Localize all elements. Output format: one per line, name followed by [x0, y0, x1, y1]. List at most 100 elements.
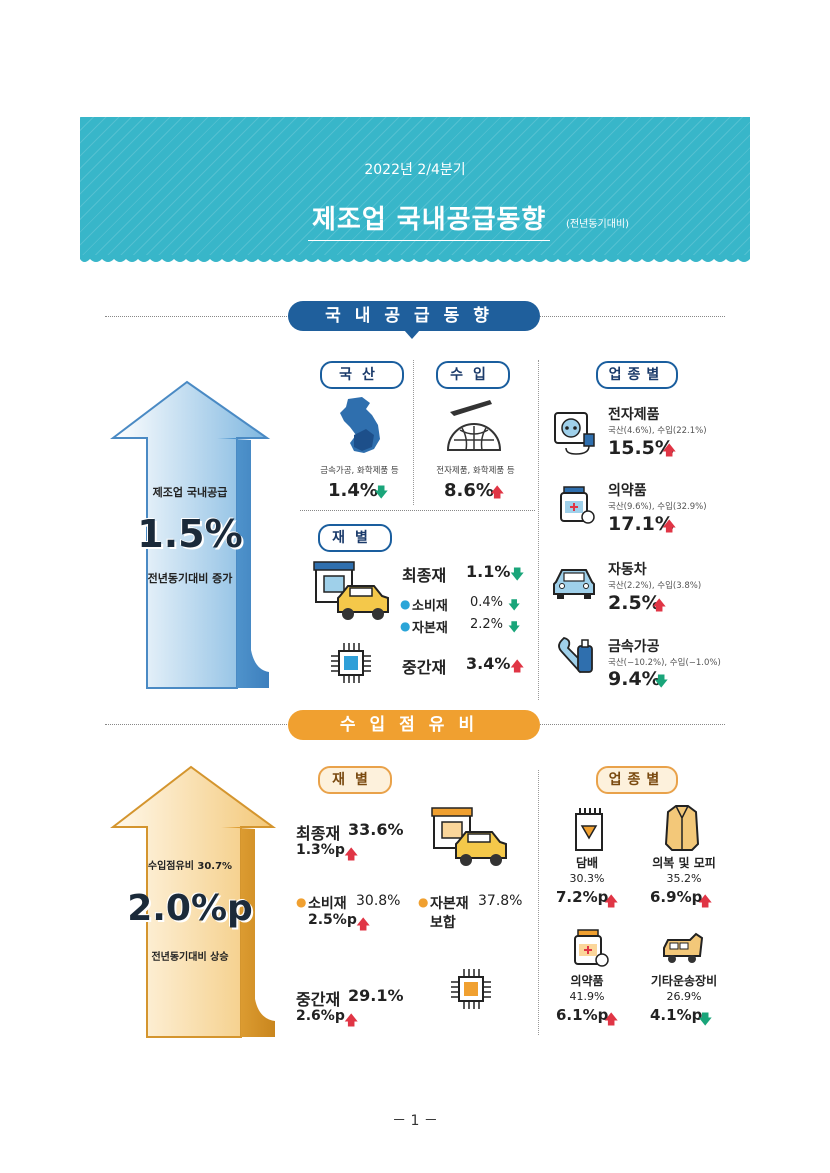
section1-title: 국내공급동향 [288, 301, 540, 331]
coat-icon [664, 805, 700, 851]
bullet-icon: ● [296, 895, 307, 909]
share-goods-type-pill: 재별 [318, 766, 392, 794]
header-banner: 2022년 2/4분기 제조업 국내공급동향 (전년동기대비) [80, 117, 750, 259]
share-consumer-change: 2.5%p [308, 912, 357, 928]
share-industry-name-apparel: 의복 및 모피 [652, 856, 716, 870]
intermediate-goods-label: 중간재 [402, 658, 447, 677]
share-final-change: 1.3%p [296, 842, 345, 858]
chip-icon [451, 969, 491, 1009]
share-industry-share-tobacco: 30.3% [569, 872, 605, 885]
supply-arrow-value: 1.5% [137, 512, 243, 556]
industry-value-electronics: 15.5% [608, 437, 674, 459]
share-capital-label: 자본재 [430, 896, 469, 912]
share-arrow-label: 수입점유비 30.7% [147, 861, 233, 872]
chip-icon [331, 643, 371, 683]
bullet-icon: ● [400, 619, 411, 633]
section1-vsep-2 [538, 360, 539, 700]
intermediate-goods-value: 3.4% [466, 654, 511, 673]
bullet-icon: ● [400, 597, 411, 611]
korea-map-icon [340, 397, 380, 453]
medicine-icon [560, 486, 595, 524]
share-industry-share-pharma: 41.9% [569, 990, 605, 1003]
up-arrow-icon: 🡅 [604, 894, 619, 910]
final-goods-label: 최종재 [402, 566, 447, 585]
report-title: 제조업 국내공급동향 [308, 199, 551, 241]
share-industry-change-transport: 4.1%p [650, 1006, 703, 1024]
capital-goods-value: 2.2% [470, 617, 504, 632]
industry-value-auto: 2.5% [608, 592, 661, 614]
comparison-note: (전년동기대비) [566, 219, 630, 230]
share-industry-share-apparel: 35.2% [666, 872, 702, 885]
final-goods-icon [313, 561, 389, 620]
down-arrow-icon: 🡇 [374, 485, 389, 501]
report-period: 2022년 2/4분기 [364, 162, 466, 178]
share-final-label: 최종재 [296, 824, 341, 843]
consumer-goods-label: 소비재 [412, 599, 448, 614]
up-arrow-icon: 🡅 [604, 1012, 619, 1028]
share-consumer-value: 30.8% [356, 893, 401, 909]
industry-name-metal: 금속가공 [608, 639, 660, 655]
up-arrow-icon: 🡅 [490, 485, 505, 501]
up-arrow-icon: 🡅 [344, 1013, 359, 1029]
socket-icon [554, 412, 595, 455]
up-arrow-icon: 🡅 [652, 598, 667, 614]
share-arrow-value: 2.0%p [127, 888, 253, 929]
production-pill: 국산 [320, 361, 404, 389]
share-final-value: 33.6% [348, 820, 404, 839]
tobacco-icon [575, 808, 603, 851]
industry-name-auto: 자동차 [608, 562, 647, 578]
share-capital-value: 37.8% [478, 893, 523, 909]
industry-name-electronics: 전자제품 [608, 407, 660, 423]
capital-goods-label: 자본재 [412, 621, 448, 636]
final-goods-icon [431, 807, 507, 866]
up-arrow-icon: 🡅 [698, 894, 713, 910]
page-number: － 1 － [392, 1113, 438, 1129]
industry-detail-electronics: 국산(4.6%), 수입(22.1%) [608, 426, 707, 436]
header-wave-edge [80, 255, 750, 262]
share-intermediate-change: 2.6%p [296, 1008, 345, 1024]
share-intermediate-value: 29.1% [348, 986, 404, 1005]
tools-icon [558, 637, 593, 674]
bullet-icon: ● [418, 895, 429, 909]
industry-detail-metal: 국산(−10.2%), 수입(−1.0%) [608, 658, 721, 668]
share-consumer-label: 소비재 [308, 896, 347, 912]
up-arrow-icon: 🡅 [344, 847, 359, 863]
industry-value-pharma: 17.1% [608, 513, 674, 535]
share-industry-name-tobacco: 담배 [575, 856, 599, 870]
car-icon [553, 569, 595, 599]
share-capital-change: 보합 [430, 915, 456, 931]
down-arrow-icon: 🡇 [508, 598, 521, 612]
section1-vsep-1 [413, 360, 414, 505]
supply-up-arrow [110, 380, 271, 689]
share-industry-pill: 업종별 [596, 766, 678, 794]
industry-value-metal: 9.4% [608, 668, 661, 690]
consumer-goods-value: 0.4% [470, 595, 504, 610]
industry-detail-pharma: 국산(9.6%), 수입(32.9%) [608, 502, 707, 512]
share-arrow-caption: 전년동기대비 상승 [151, 952, 229, 963]
up-arrow-icon: 🡅 [662, 443, 677, 459]
section1-hsep [300, 510, 535, 511]
globe-plane-icon [446, 400, 502, 451]
industry-name-pharma: 의약품 [608, 483, 647, 499]
share-industry-share-transport: 26.9% [666, 990, 702, 1003]
import-pill: 수입 [436, 361, 510, 389]
supply-arrow-label: 제조업 국내공급 [152, 486, 228, 499]
final-goods-value: 1.1% [466, 562, 511, 581]
goods-type-pill: 재별 [318, 524, 392, 552]
medicine-icon [574, 929, 609, 967]
share-intermediate-label: 중간재 [296, 990, 341, 1009]
up-arrow-icon: 🡅 [662, 519, 677, 535]
share-industry-change-apparel: 6.9%p [650, 888, 703, 906]
section2-title: 수입점유비 [288, 710, 540, 740]
industry-pill: 업종별 [596, 361, 678, 389]
industry-detail-auto: 국산(2.2%), 수입(3.8%) [608, 581, 702, 591]
up-arrow-icon: 🡅 [510, 659, 525, 675]
train-icon [663, 932, 704, 963]
import-items: 전자제품, 화학제품 등 [436, 466, 515, 476]
down-arrow-icon: 🡇 [654, 674, 669, 690]
up-arrow-icon: 🡅 [356, 917, 371, 933]
section2-vsep [538, 770, 539, 1035]
production-items: 금속가공, 화학제품 등 [320, 466, 399, 476]
down-arrow-icon: 🡇 [508, 620, 521, 634]
share-industry-name-pharma: 의약품 [570, 974, 604, 988]
